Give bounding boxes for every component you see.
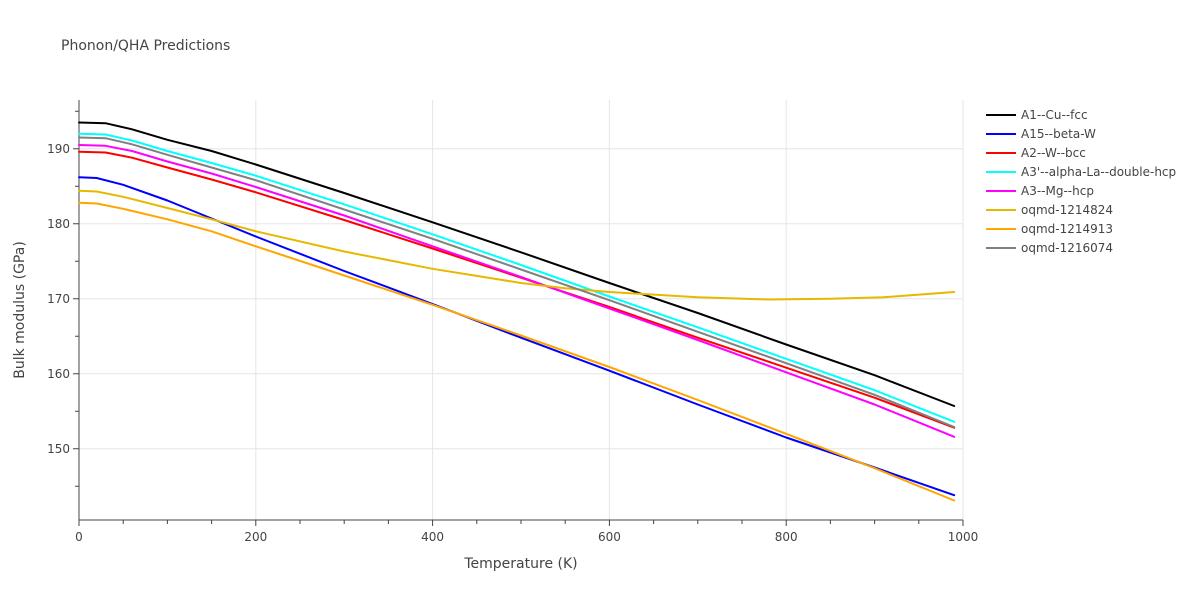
legend-item-6[interactable]: oqmd-1214913 xyxy=(986,222,1113,236)
y-tick-label: 180 xyxy=(47,217,70,231)
legend-label: oqmd-1216074 xyxy=(1021,241,1113,255)
legend-item-4[interactable]: A3--Mg--hcp xyxy=(986,184,1094,198)
legend-item-5[interactable]: oqmd-1214824 xyxy=(986,203,1113,217)
series-line-1 xyxy=(78,176,956,497)
legend-label: A1--Cu--fcc xyxy=(1021,108,1088,122)
y-tick-label: 150 xyxy=(47,442,70,456)
series-line-5 xyxy=(78,189,956,301)
series-line-6 xyxy=(78,201,956,502)
x-tick-label: 0 xyxy=(75,530,83,544)
legend-item-3[interactable]: A3'--alpha-La--double-hcp xyxy=(986,165,1176,179)
legend-label: A3--Mg--hcp xyxy=(1021,184,1094,198)
x-tick-label: 600 xyxy=(598,530,621,544)
legend-label: A15--beta-W xyxy=(1021,127,1096,141)
y-tick-label: 160 xyxy=(47,367,70,381)
axes: 0 200 400 600 800 1000 150 160 170 180 190 xyxy=(47,100,978,544)
chart-title: Phonon/QHA Predictions xyxy=(61,38,230,54)
y-tick-label: 170 xyxy=(47,292,70,306)
legend-item-2[interactable]: A2--W--bcc xyxy=(986,146,1086,160)
series-line-2 xyxy=(78,150,956,429)
legend-item-1[interactable]: A15--beta-W xyxy=(986,127,1096,141)
legend-item-7[interactable]: oqmd-1216074 xyxy=(986,241,1113,255)
legend-label: A2--W--bcc xyxy=(1021,146,1086,160)
grid-lines xyxy=(79,100,964,520)
series-line-3 xyxy=(78,132,956,423)
legend-label: oqmd-1214913 xyxy=(1021,222,1113,236)
series-line-7 xyxy=(78,136,956,428)
legend-label: oqmd-1214824 xyxy=(1021,203,1113,217)
y-axis-label: Bulk modulus (GPa) xyxy=(12,241,28,379)
series-line-4 xyxy=(78,144,956,438)
y-tick-label: 190 xyxy=(47,142,70,156)
legend-label: A3'--alpha-La--double-hcp xyxy=(1021,165,1176,179)
x-tick-label: 400 xyxy=(421,530,444,544)
series-line-0 xyxy=(78,121,956,407)
x-tick-label: 1000 xyxy=(948,530,979,544)
legend[interactable]: A1--Cu--fcc A15--beta-W A2--W--bcc A3'--alp… xyxy=(986,108,1176,255)
x-axis-label: Temperature (K) xyxy=(463,556,577,572)
legend-item-0[interactable]: A1--Cu--fcc xyxy=(986,108,1088,122)
series-lines xyxy=(78,121,956,502)
x-tick-label: 800 xyxy=(775,530,798,544)
x-tick-label: 200 xyxy=(244,530,267,544)
